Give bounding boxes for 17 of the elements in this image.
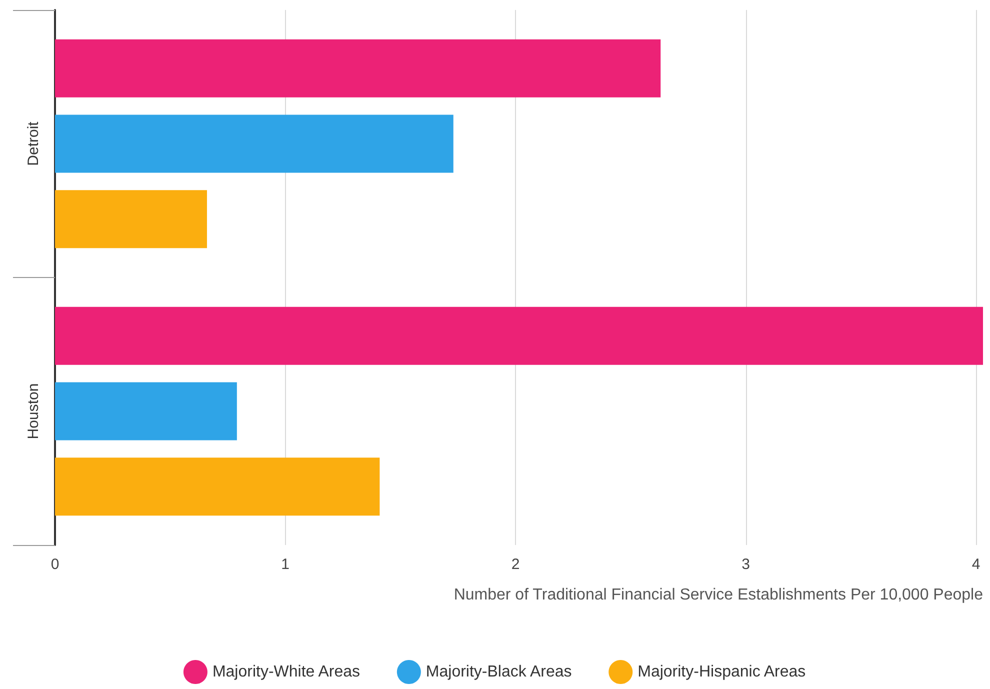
x-tick-label: 3 <box>742 556 750 573</box>
x-tick-label: 2 <box>511 556 520 573</box>
legend-label: Majority-Hispanic Areas <box>638 664 806 680</box>
bar <box>55 306 983 365</box>
x-tick-label: 0 <box>50 556 60 573</box>
x-tick-label: 1 <box>281 556 290 573</box>
y-tick-label: Houston <box>25 383 42 440</box>
bar <box>55 382 237 440</box>
x-tick-label: 4 <box>972 556 980 573</box>
bar <box>55 458 380 516</box>
legend-label: Majority-Black Areas <box>426 664 572 680</box>
x-axis-title: Number of Traditional Financial Service Establishments Per 10,000 People <box>454 586 984 604</box>
bar <box>55 39 661 98</box>
legend-label: Majority-White Areas <box>212 664 360 680</box>
y-tick-label: Detroit <box>25 120 42 166</box>
bar <box>55 114 454 173</box>
bar <box>55 190 207 248</box>
